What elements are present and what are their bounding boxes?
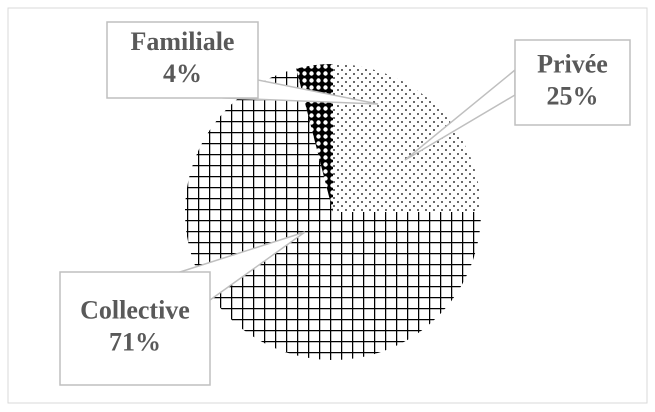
pie-slice bbox=[333, 64, 481, 212]
label-box bbox=[106, 21, 259, 99]
slice-value-label: 71% bbox=[109, 327, 161, 356]
slice-label: Collective bbox=[80, 295, 190, 324]
slice-label: Familiale bbox=[131, 27, 235, 56]
slice-value-label: 25% bbox=[547, 81, 599, 110]
slice-value-label: 4% bbox=[163, 59, 202, 88]
pie-slice bbox=[184, 68, 481, 361]
label-box bbox=[514, 39, 631, 126]
slice-label: Privée bbox=[537, 49, 608, 78]
label-box bbox=[59, 271, 211, 386]
